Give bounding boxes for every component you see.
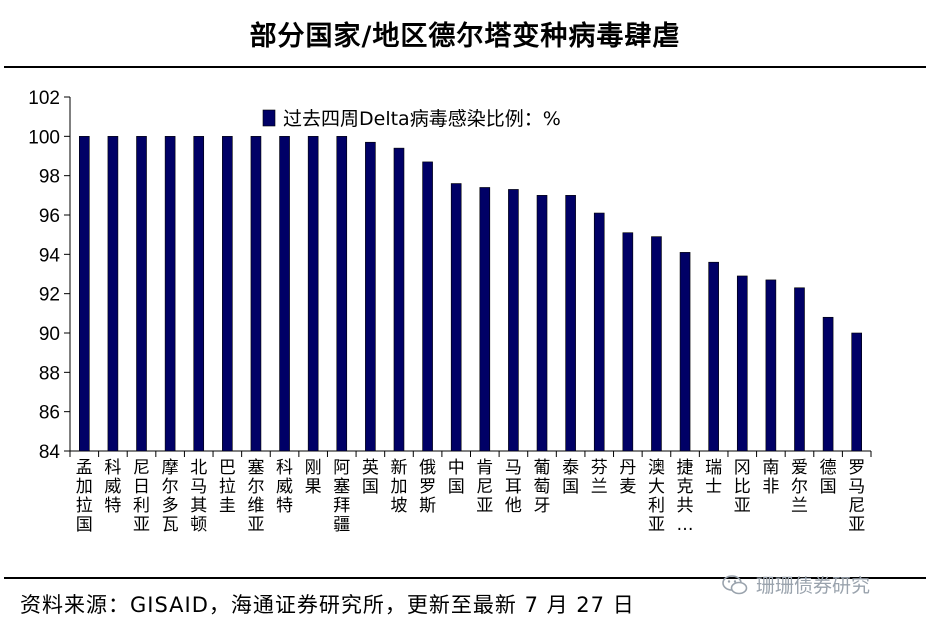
- bar: [222, 136, 233, 452]
- watermark-text: 珊珊债券研究: [756, 575, 871, 597]
- x-tick-label: 巴拉圭: [219, 458, 236, 516]
- bar: [193, 136, 205, 452]
- x-tick-label: 罗马尼亚: [848, 458, 865, 535]
- x-tick-label: 葡萄牙: [534, 458, 551, 516]
- x-tick-label: 摩尔多瓦: [162, 458, 179, 535]
- bar: [450, 183, 462, 452]
- bar: [822, 316, 834, 452]
- y-tick-label: 88: [39, 363, 60, 384]
- bar: [622, 232, 634, 452]
- y-tick-label: 92: [39, 285, 60, 306]
- bar: [393, 147, 405, 452]
- legend-swatch: [262, 109, 276, 127]
- y-tick-label: 98: [39, 167, 60, 188]
- x-tick-label: 中国: [448, 458, 465, 497]
- bar: [679, 252, 691, 452]
- y-tick-label: 84: [39, 442, 61, 463]
- x-tick-label: 冈比亚: [734, 458, 751, 516]
- footer-divider: [4, 577, 926, 579]
- bar: [79, 136, 90, 452]
- source-note: 资料来源：GISAID，海通证券研究所，更新至最新 7 月 27 日: [20, 593, 635, 617]
- y-tick-label: 86: [39, 403, 60, 424]
- bar: [422, 161, 433, 452]
- x-tick-label: 科威特: [104, 458, 121, 516]
- bar: [279, 136, 290, 452]
- x-tick-label: 俄罗斯: [419, 458, 436, 516]
- x-tick-label: 德国: [820, 458, 837, 497]
- x-tick-label: 北马其顿: [190, 458, 207, 535]
- x-tick-label: 爱尔兰: [791, 458, 808, 516]
- bar: [336, 136, 348, 452]
- bar: [794, 287, 805, 452]
- x-tick-label: 瑞士: [705, 458, 722, 497]
- bar: [536, 195, 548, 452]
- watermark: 珊珊债券研究: [722, 571, 870, 598]
- x-tick-label: 刚果: [305, 458, 322, 497]
- bar: [250, 136, 262, 452]
- x-tick-label: 尼日利亚: [133, 458, 150, 535]
- bar: [651, 236, 662, 452]
- x-tick-label: 英国: [362, 458, 379, 497]
- bar: [851, 332, 862, 452]
- x-tick-label: 泰国: [562, 458, 579, 497]
- bar: [107, 136, 119, 452]
- x-tick-label: 南非: [762, 458, 779, 497]
- x-tick-label: 丹麦: [619, 458, 636, 497]
- wechat-icon: [722, 574, 748, 594]
- bar: [365, 141, 376, 452]
- legend-label: 过去四周Delta病毒感染比例：%: [283, 108, 561, 130]
- x-tick-label: 澳大利亚: [648, 458, 665, 535]
- chart-title: 部分国家/地区德尔塔变种病毒肆虐: [249, 21, 681, 52]
- x-tick-label: 芬兰: [591, 458, 608, 497]
- x-tick-label: 阿塞拜疆: [333, 458, 350, 535]
- y-tick-label: 102: [28, 88, 60, 109]
- x-tick-label: 孟加拉国: [76, 458, 93, 535]
- x-tick-label: 科威特: [276, 458, 293, 516]
- x-tick-label: 塞尔维亚: [247, 458, 264, 535]
- bar: [708, 261, 719, 452]
- x-tick-label: 肯尼亚: [476, 458, 493, 516]
- bar: [479, 187, 491, 452]
- bar: [565, 195, 576, 452]
- bar: [508, 189, 519, 452]
- bar: [164, 136, 176, 452]
- y-tick-label: 96: [39, 206, 60, 227]
- bar: [736, 275, 748, 452]
- x-tick-label: 捷克共…: [677, 458, 694, 535]
- title-divider: [4, 66, 926, 68]
- y-tick-label: 94: [39, 245, 61, 266]
- bar: [765, 279, 777, 452]
- y-tick-label: 100: [28, 127, 60, 148]
- y-tick-label: 90: [39, 324, 60, 345]
- bar: [136, 136, 147, 452]
- x-tick-label: 新加坡: [390, 458, 407, 516]
- x-tick-label: 马耳他: [505, 458, 522, 516]
- bar: [307, 136, 319, 452]
- bar: [593, 212, 605, 452]
